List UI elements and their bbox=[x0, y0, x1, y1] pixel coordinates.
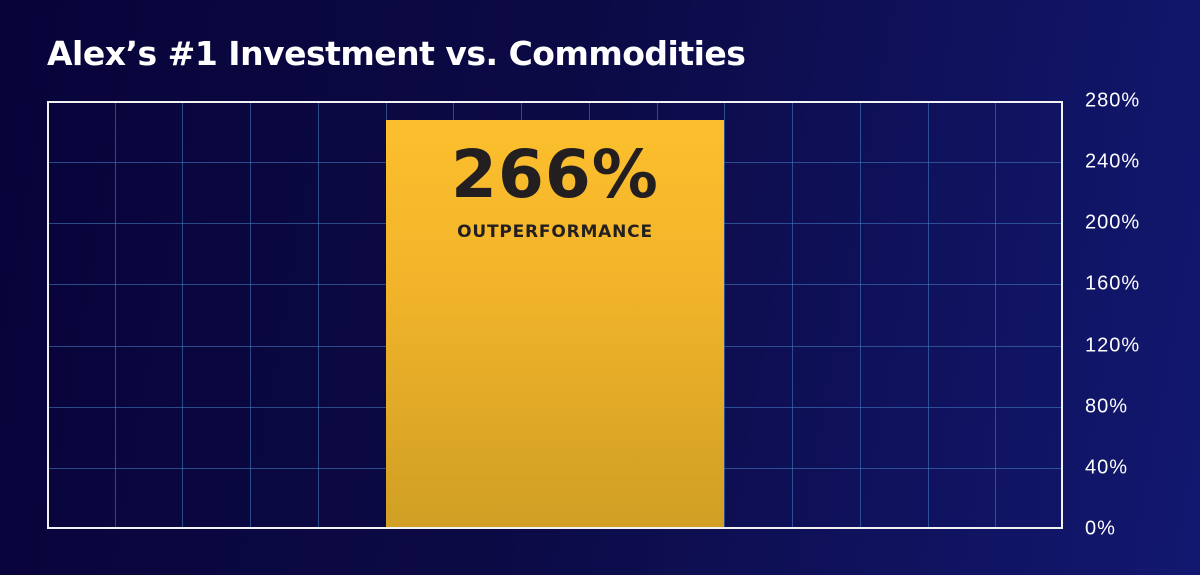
bar-value-label: 266% bbox=[451, 136, 659, 214]
vertical-gridline bbox=[724, 103, 726, 527]
vertical-gridline bbox=[182, 103, 184, 527]
y-tick-label: 200% bbox=[1085, 211, 1141, 234]
vertical-gridline bbox=[995, 103, 997, 527]
outperformance-bar: 266% OUTPERFORMANCE bbox=[385, 120, 725, 527]
bar-caption: OUTPERFORMANCE bbox=[457, 222, 653, 243]
y-tick-label: 240% bbox=[1085, 150, 1141, 173]
vertical-gridline bbox=[317, 103, 319, 527]
vertical-gridline bbox=[792, 103, 794, 527]
plot-area: 266% OUTPERFORMANCE bbox=[47, 101, 1063, 529]
y-tick-label: 0% bbox=[1085, 517, 1116, 540]
y-tick-label: 120% bbox=[1085, 334, 1141, 357]
y-tick-label: 280% bbox=[1085, 89, 1141, 112]
vertical-gridline bbox=[927, 103, 929, 527]
vertical-gridline bbox=[114, 103, 116, 527]
vertical-gridline bbox=[250, 103, 252, 527]
y-tick-label: 80% bbox=[1085, 395, 1129, 418]
y-tick-label: 160% bbox=[1085, 272, 1141, 295]
vertical-gridline bbox=[859, 103, 861, 527]
y-tick-label: 40% bbox=[1085, 456, 1129, 479]
chart-title: Alex’s #1 Investment vs. Commodities bbox=[47, 34, 746, 73]
